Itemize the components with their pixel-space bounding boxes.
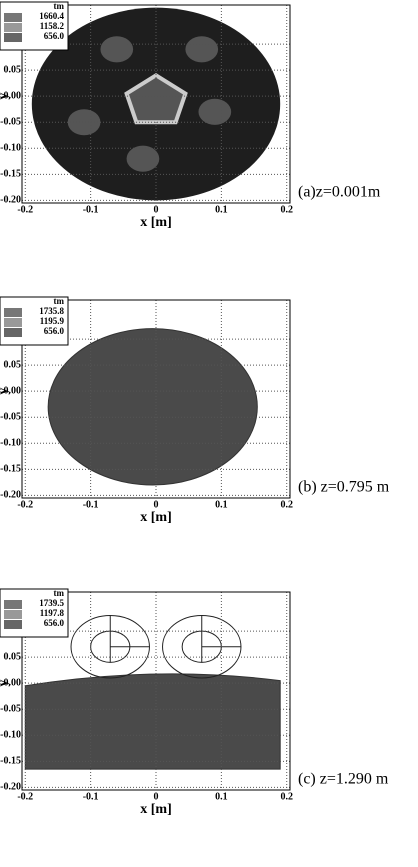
y-tick-label: -0.05 bbox=[0, 704, 21, 715]
x-tick-label: 0.1 bbox=[215, 204, 228, 215]
figure: -0.2-0.100.10.20.100.050.00-0.05-0.10-0.… bbox=[0, 0, 418, 867]
legend-swatch bbox=[4, 308, 22, 317]
y-tick-label: 0.05 bbox=[4, 359, 22, 370]
legend-label: 656.0 bbox=[44, 618, 65, 628]
field bbox=[25, 674, 280, 769]
x-tick-label: 0 bbox=[154, 791, 159, 802]
legend-label: 1660.4 bbox=[39, 11, 64, 21]
x-tick-label: 0 bbox=[154, 204, 159, 215]
y-tick-label: -0.10 bbox=[0, 143, 21, 154]
x-tick-label: -0.2 bbox=[17, 204, 33, 215]
x-tick-label: -0.2 bbox=[17, 791, 33, 802]
legend-swatch bbox=[4, 23, 22, 32]
legend-label: 1735.8 bbox=[39, 306, 64, 316]
legend-label: 1158.2 bbox=[40, 21, 65, 31]
caption: (c) z=1.290 m bbox=[298, 771, 389, 788]
legend-swatch bbox=[4, 610, 22, 619]
x-tick-label: 0.2 bbox=[280, 499, 293, 510]
hot-spot bbox=[185, 36, 218, 62]
y-tick-label: -0.05 bbox=[0, 117, 21, 128]
legend-swatch bbox=[4, 620, 22, 629]
legend-swatch bbox=[4, 600, 22, 609]
hot-spot bbox=[100, 36, 133, 62]
y-tick-label: -0.15 bbox=[0, 756, 21, 767]
x-tick-label: 0 bbox=[154, 499, 159, 510]
x-tick-label: -0.1 bbox=[83, 204, 99, 215]
legend-title: tm bbox=[54, 1, 65, 11]
hot-spot bbox=[198, 99, 231, 125]
x-axis-label: x [m] bbox=[140, 802, 172, 817]
legend-label: 1195.9 bbox=[40, 316, 65, 326]
y-tick-label: -0.15 bbox=[0, 169, 21, 180]
y-tick-label: -0.20 bbox=[0, 490, 21, 501]
field bbox=[48, 329, 257, 485]
x-tick-label: 0.1 bbox=[215, 499, 228, 510]
x-tick-label: 0.2 bbox=[280, 791, 293, 802]
legend-title: tm bbox=[54, 296, 65, 306]
y-axis-label: y bbox=[0, 93, 11, 100]
hot-spot bbox=[127, 146, 160, 172]
legend-label: 656.0 bbox=[44, 326, 65, 336]
y-tick-label: -0.05 bbox=[0, 412, 21, 423]
legend-label: 656.0 bbox=[44, 31, 65, 41]
y-tick-label: -0.10 bbox=[0, 438, 21, 449]
panel: -0.2-0.100.10.20.100.050.00-0.05-0.10-0.… bbox=[0, 296, 390, 525]
y-axis-label: y bbox=[0, 680, 11, 687]
legend-swatch bbox=[4, 328, 22, 337]
y-tick-label: 0.05 bbox=[4, 64, 22, 75]
panel: -0.2-0.100.10.20.100.050.00-0.05-0.10-0.… bbox=[0, 1, 381, 230]
x-tick-label: -0.2 bbox=[17, 499, 33, 510]
y-tick-label: -0.20 bbox=[0, 782, 21, 793]
x-axis-label: x [m] bbox=[140, 215, 172, 230]
legend-label: 1739.5 bbox=[39, 598, 64, 608]
legend-swatch bbox=[4, 13, 22, 22]
y-tick-label: -0.20 bbox=[0, 195, 21, 206]
y-axis-label: y bbox=[0, 388, 11, 395]
x-tick-label: 0.2 bbox=[280, 204, 293, 215]
legend-label: 1197.8 bbox=[40, 608, 65, 618]
x-axis-label: x [m] bbox=[140, 510, 172, 525]
panel: -0.2-0.100.10.20.100.050.00-0.05-0.10-0.… bbox=[0, 588, 389, 817]
caption: (a)z=0.001m bbox=[298, 184, 381, 201]
legend-swatch bbox=[4, 318, 22, 327]
legend-swatch bbox=[4, 33, 22, 42]
y-tick-label: 0.05 bbox=[4, 651, 22, 662]
y-tick-label: -0.10 bbox=[0, 730, 21, 741]
x-tick-label: 0.1 bbox=[215, 791, 228, 802]
x-tick-label: -0.1 bbox=[83, 791, 99, 802]
y-tick-label: -0.15 bbox=[0, 464, 21, 475]
x-tick-label: -0.1 bbox=[83, 499, 99, 510]
legend-title: tm bbox=[54, 588, 65, 598]
hot-spot bbox=[68, 109, 101, 135]
caption: (b) z=0.795 m bbox=[298, 479, 390, 496]
page: -0.2-0.100.10.20.100.050.00-0.05-0.10-0.… bbox=[0, 0, 418, 867]
